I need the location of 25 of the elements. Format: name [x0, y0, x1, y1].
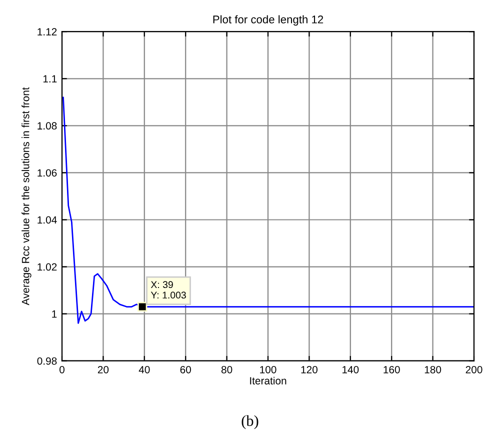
x-tick-label: 160 — [384, 366, 400, 374]
x-tick-label: 180 — [424, 366, 442, 374]
chart-title: Plot for code length 12 — [213, 15, 324, 26]
y-tick-label: 1.06 — [38, 169, 57, 177]
x-tick-label: 20 — [98, 366, 109, 374]
annotation: X: 39 Y: 1.003 — [150, 281, 186, 299]
x-axis-title: Iteration — [250, 376, 286, 384]
y-tick-label: 0.98 — [37, 357, 57, 365]
y-tick-label: 1.04 — [38, 216, 57, 224]
x-tick-label: 0 — [60, 366, 64, 374]
text: (b) — [242, 415, 258, 430]
y-tick-label: 1.1 — [43, 75, 57, 82]
x-tick-label: 100 — [260, 366, 276, 374]
y-tick-label: 1 — [52, 310, 57, 318]
y-axis-title: Average Rcc value for the solutions in first front — [22, 87, 32, 306]
y-tick-label: 1.08 — [38, 122, 57, 130]
x-tick-label: 200 — [466, 366, 482, 374]
line-series — [62, 96, 474, 324]
x-tick-label: 80 — [221, 366, 232, 374]
x-tick-label: 120 — [301, 366, 318, 374]
y-tick-label: 1.02 — [38, 263, 57, 271]
x-tick-label: 140 — [342, 366, 359, 374]
x-tick-label: 60 — [180, 366, 191, 374]
x-tick-label: 40 — [138, 366, 150, 374]
y-tick-label: 1.12 — [38, 28, 57, 36]
